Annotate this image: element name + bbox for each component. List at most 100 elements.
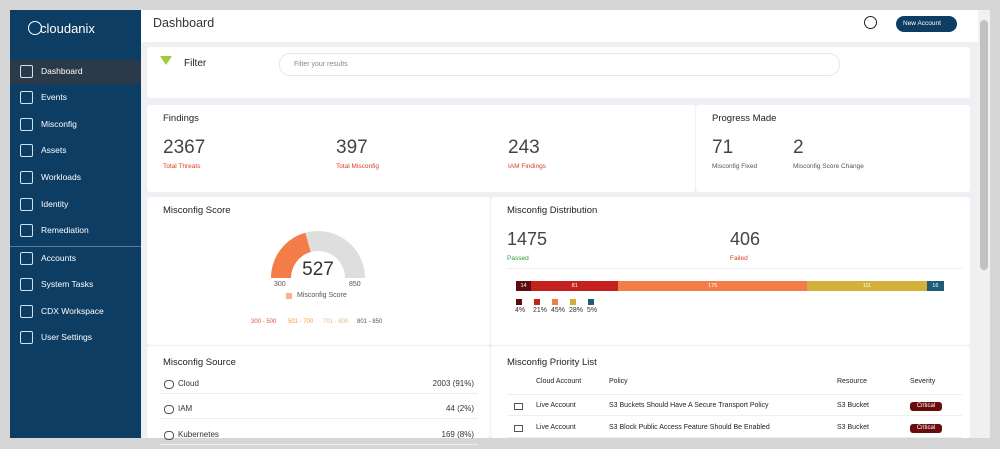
menu-icon bbox=[20, 171, 33, 184]
range-label: 501 - 700 bbox=[288, 319, 314, 325]
menu-icon bbox=[20, 278, 33, 291]
menu-item[interactable]: Identity bbox=[41, 199, 69, 209]
logo-icon bbox=[28, 21, 42, 35]
cell: S3 Block Public Access Feature Should Be… bbox=[609, 424, 770, 431]
failed-label: Failed bbox=[730, 255, 748, 262]
menu-item[interactable]: Accounts bbox=[41, 253, 76, 263]
row-divider bbox=[507, 437, 962, 438]
stat-label: Total Misconfig bbox=[336, 163, 379, 170]
menu-icon bbox=[20, 91, 33, 104]
filter-icon bbox=[160, 56, 172, 65]
bar-segment: 14 bbox=[516, 281, 532, 291]
bar-segment: 16 bbox=[926, 281, 944, 291]
legend-swatch bbox=[516, 299, 522, 305]
score-title: Misconfig Score bbox=[163, 205, 231, 216]
legend-swatch bbox=[588, 299, 594, 305]
gauge-max: 850 bbox=[349, 281, 361, 288]
row-divider bbox=[160, 418, 478, 419]
menu-icon bbox=[20, 144, 33, 157]
stat-value: 397 bbox=[336, 137, 368, 158]
stat-value: 2367 bbox=[163, 137, 206, 158]
menu-item[interactable]: Misconfig bbox=[41, 119, 77, 129]
failed-value: 406 bbox=[730, 229, 761, 249]
new-account-button[interactable]: New Account bbox=[896, 16, 957, 32]
column-header: Policy bbox=[609, 378, 628, 385]
gauge-fill bbox=[271, 232, 311, 278]
cell: S3 Buckets Should Have A Secure Transpor… bbox=[609, 402, 769, 409]
legend-swatch bbox=[286, 293, 292, 299]
header-divider bbox=[507, 394, 962, 395]
bar-segment: 111 bbox=[807, 281, 927, 291]
score-card bbox=[147, 197, 490, 345]
gauge-value: 527 bbox=[302, 259, 334, 280]
source-icon bbox=[164, 380, 174, 389]
row-divider bbox=[160, 444, 478, 445]
cell: Live Account bbox=[536, 402, 576, 409]
stat-value: 243 bbox=[508, 137, 540, 158]
findings-card bbox=[147, 105, 695, 192]
source-icon bbox=[164, 405, 174, 414]
divider bbox=[507, 268, 962, 269]
cell: S3 Bucket bbox=[837, 424, 869, 431]
passed-value: 1475 bbox=[507, 229, 548, 249]
source-name: Cloud bbox=[178, 379, 199, 388]
row-icon bbox=[514, 425, 523, 432]
severity-badge: Critical bbox=[910, 424, 942, 433]
menu-item[interactable]: System Tasks bbox=[41, 279, 94, 289]
search-button[interactable] bbox=[864, 16, 877, 29]
source-value: 2003 (91%) bbox=[432, 379, 474, 388]
filter-label: Filter bbox=[184, 58, 207, 69]
row-divider bbox=[507, 415, 962, 416]
stat-label: Total Threats bbox=[163, 163, 201, 170]
menu-item[interactable]: User Settings bbox=[41, 332, 93, 342]
gauge-min: 300 bbox=[274, 281, 286, 288]
filter-input[interactable]: Filter your results bbox=[279, 53, 840, 76]
column-header: Severity bbox=[910, 378, 936, 385]
column-header: Resource bbox=[837, 378, 867, 385]
stat-value: 71 bbox=[712, 137, 734, 158]
distribution-title: Misconfig Distribution bbox=[507, 205, 598, 216]
menu-icon bbox=[20, 198, 33, 211]
menu-icon bbox=[20, 252, 33, 265]
cell: Live Account bbox=[536, 424, 576, 431]
menu-item[interactable]: Events bbox=[41, 92, 67, 102]
priority-card bbox=[491, 346, 970, 438]
progress-card bbox=[696, 105, 970, 192]
menu-icon bbox=[20, 305, 33, 318]
menu-item[interactable]: CDX Workspace bbox=[41, 306, 104, 316]
menu-icon bbox=[20, 118, 33, 131]
row-divider bbox=[160, 393, 478, 394]
range-label: 701 - 800 bbox=[323, 319, 349, 325]
bar-segment: 81 bbox=[531, 281, 619, 291]
distribution-card bbox=[491, 197, 970, 345]
cell: S3 Bucket bbox=[837, 402, 869, 409]
menu-item[interactable]: Remediation bbox=[41, 225, 89, 235]
stat-label: IAM Findings bbox=[508, 163, 546, 170]
stat-value: 2 bbox=[793, 137, 804, 158]
passed-label: Passed bbox=[507, 255, 529, 262]
menu-item[interactable]: Workloads bbox=[41, 172, 81, 182]
legend-percent: 4% bbox=[515, 307, 526, 314]
legend-percent: 5% bbox=[587, 307, 598, 314]
bar-segment: 175 bbox=[618, 281, 808, 291]
source-icon bbox=[164, 431, 174, 440]
logo: cloudanix bbox=[40, 21, 95, 36]
source-value: 169 (8%) bbox=[441, 430, 474, 439]
separator bbox=[10, 246, 141, 247]
column-header: Cloud Account bbox=[536, 378, 582, 385]
legend-percent: 21% bbox=[533, 307, 548, 314]
page-title: Dashboard bbox=[153, 16, 215, 30]
menu-item[interactable]: Assets bbox=[41, 145, 67, 155]
range-label: 300 - 500 bbox=[251, 319, 277, 325]
source-name: Kubernetes bbox=[178, 430, 219, 439]
stat-label: Misconfig Fixed bbox=[712, 163, 758, 170]
legend-percent: 45% bbox=[551, 307, 566, 314]
legend-swatch bbox=[534, 299, 540, 305]
scroll-thumb[interactable] bbox=[980, 20, 988, 270]
legend-label: Misconfig Score bbox=[297, 292, 347, 299]
menu-item[interactable]: Dashboard bbox=[41, 66, 83, 76]
source-title: Misconfig Source bbox=[163, 357, 236, 368]
source-value: 44 (2%) bbox=[445, 404, 474, 413]
stat-label: Misconfig Score Change bbox=[793, 163, 864, 170]
